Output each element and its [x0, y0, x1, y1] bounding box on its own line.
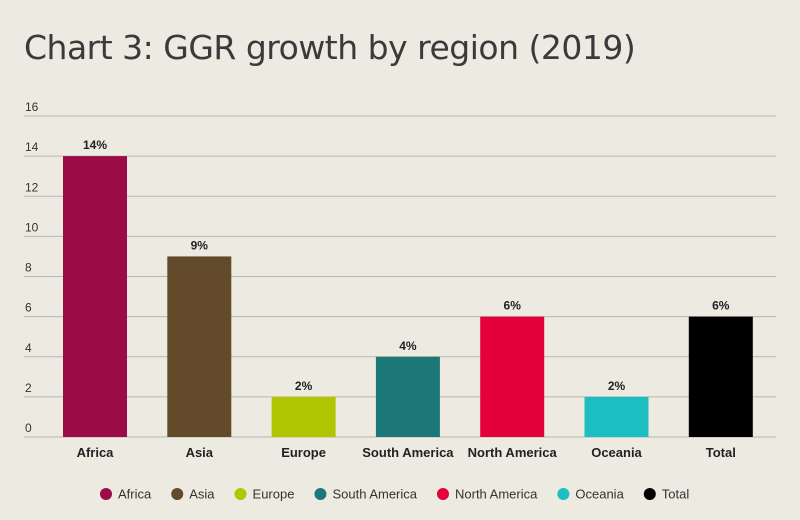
category-label: North America [468, 445, 558, 460]
legend-swatch [171, 488, 184, 500]
legend-swatch [557, 488, 570, 500]
y-axis-ticks: 0 2 4 6 8 10 12 14 16 [25, 100, 39, 435]
y-tick-label: 4 [25, 341, 32, 355]
category-label: Total [706, 445, 736, 460]
data-labels: 14% 9% 2% 4% 6% 2% 6% [83, 138, 730, 393]
legend-entry: Total [662, 487, 690, 502]
data-label: 6% [712, 299, 730, 313]
category-label: South America [362, 445, 454, 460]
data-label: 14% [83, 138, 107, 152]
y-tick-label: 10 [25, 220, 39, 234]
bar-africa [63, 156, 127, 437]
legend-swatch [437, 488, 449, 500]
legend-entry: North America [455, 487, 538, 502]
category-label: Asia [186, 445, 214, 460]
bars [63, 156, 753, 437]
data-label: 2% [295, 379, 313, 393]
data-label: 9% [191, 238, 209, 252]
category-label: Europe [281, 445, 326, 460]
y-tick-label: 16 [25, 100, 39, 114]
legend-entry: South America [332, 487, 417, 502]
bar-oceania [584, 396, 649, 437]
legend-entry: Oceania [575, 487, 624, 502]
legend-swatch [643, 488, 656, 500]
bar-north-america [480, 316, 545, 437]
legend-swatch [100, 488, 112, 500]
y-tick-label: 0 [25, 421, 32, 435]
y-tick-label: 2 [25, 381, 32, 395]
legend-entry: Europe [253, 487, 295, 502]
legend: Africa Asia Europe South America North Ameri… [100, 487, 689, 502]
bar-south-america [375, 356, 440, 437]
category-label: Oceania [591, 445, 642, 460]
y-tick-label: 6 [25, 301, 32, 315]
y-tick-label: 14 [25, 140, 39, 154]
y-tick-label: 8 [25, 261, 32, 275]
legend-swatch [314, 488, 327, 500]
data-label: 2% [608, 379, 626, 393]
legend-swatch [234, 488, 247, 500]
category-labels: Africa Asia Europe South America North Ameri… [77, 445, 736, 460]
legend-entry: Africa [118, 487, 152, 502]
y-tick-label: 12 [25, 180, 39, 194]
bar-europe [271, 396, 336, 437]
bar-asia [167, 256, 232, 437]
data-label: 4% [399, 339, 417, 353]
chart-title: Chart 3: GGR growth by region (2019) [24, 28, 636, 67]
legend-entry: Asia [189, 487, 215, 502]
bar-total [688, 316, 753, 437]
data-label: 6% [504, 299, 522, 313]
category-label: Africa [77, 445, 115, 460]
